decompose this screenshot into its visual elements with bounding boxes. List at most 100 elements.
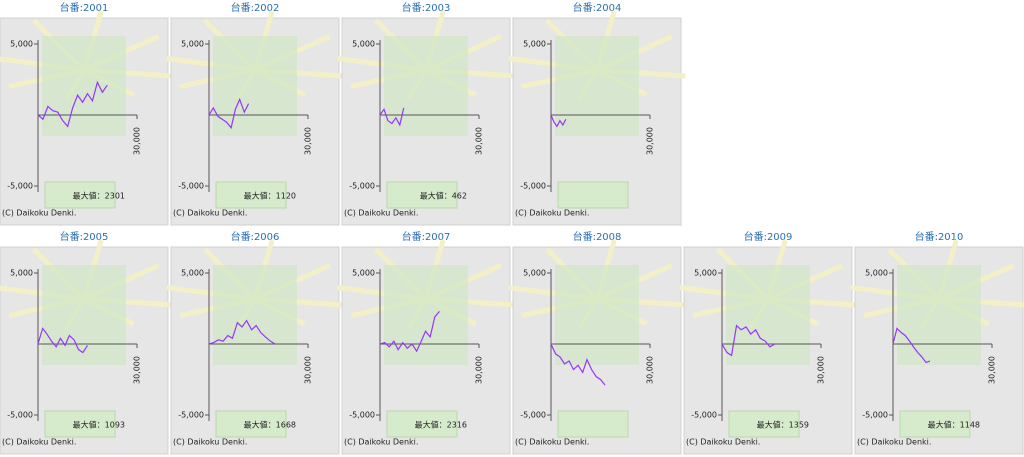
y-tick-label: 5,000 (181, 40, 204, 49)
data-line (208, 97, 250, 130)
decor-tray (44, 410, 116, 438)
y-tick-label: -5,000 (520, 182, 546, 191)
max-value-label: 最大値：1120 (244, 191, 296, 201)
chart-panel: 台番:2005 -5,000 5,000 30,000 最大値：1093 (C) Daik… (0, 230, 173, 455)
data-line (892, 327, 931, 364)
y-tick-label: 5,000 (694, 269, 717, 278)
y-tick-label: 5,000 (523, 40, 546, 49)
credit: (C) Daikoku Denki. (173, 209, 247, 218)
max-value-label: 最大値：1359 (757, 420, 809, 430)
y-tick-label: 5,000 (352, 40, 375, 49)
y-tick-label: -5,000 (178, 411, 204, 420)
x-tick-label: 30,000 (646, 356, 655, 384)
chart-title: 台番:2002 (231, 1, 280, 14)
credit: (C) Daikoku Denki. (2, 209, 76, 218)
y-tick-label: 5,000 (865, 269, 888, 278)
y-tick-label: 5,000 (181, 269, 204, 278)
credit: (C) Daikoku Denki. (515, 438, 589, 447)
data-line (379, 107, 405, 127)
y-tick-label: -5,000 (7, 411, 33, 420)
x-tick-label: 30,000 (133, 356, 142, 384)
chart-panel: 台番:2007 -5,000 5,000 30,000 最大値：2316 (C) Daik… (337, 230, 515, 455)
x-tick-label: 30,000 (475, 356, 484, 384)
y-tick-label: -5,000 (349, 182, 375, 191)
chart-title: 台番:2006 (231, 230, 280, 243)
data-line (721, 324, 776, 357)
decor-tray (728, 410, 800, 438)
data-line (550, 114, 567, 128)
chart-title: 台番:2007 (402, 230, 451, 243)
chart-panel: 台番:2003 -5,000 5,000 30,000 最大値：462(C) Daiko… (337, 1, 515, 226)
decor-tray (386, 410, 458, 438)
y-tick-label: 5,000 (10, 269, 33, 278)
chart-panel: 台番:2009 -5,000 5,000 30,000 最大値：1359 (C) Daik… (679, 230, 857, 455)
decor-tray (557, 410, 629, 438)
x-tick-label: 30,000 (304, 127, 313, 155)
chart-panel: 台番:2004 -5,000 5,000 30,000 (C) Daikoku Denk… (508, 1, 686, 226)
decor-machine (897, 265, 981, 365)
y-tick-label: -5,000 (691, 411, 717, 420)
chart-title: 台番:2003 (402, 1, 451, 14)
decor-tray (899, 410, 971, 438)
credit: (C) Daikoku Denki. (344, 209, 418, 218)
decor-tray (215, 181, 287, 209)
chart-title: 台番:2010 (915, 230, 964, 243)
credit: (C) Daikoku Denki. (857, 438, 931, 447)
decor-machine (42, 36, 126, 136)
chart-title: 台番:2005 (60, 230, 109, 243)
decor-machine (42, 265, 126, 365)
credit: (C) Daikoku Denki. (173, 438, 247, 447)
decor-machine (384, 36, 468, 136)
y-tick-label: -5,000 (520, 411, 546, 420)
y-tick-label: -5,000 (349, 411, 375, 420)
chart-title: 台番:2008 (573, 230, 622, 243)
chart-panel: 台番:2008 -5,000 5,000 30,000 (C) Daikoku Denk… (508, 230, 686, 455)
max-value-label: 最大値：1148 (928, 420, 980, 430)
credit: (C) Daikoku Denki. (2, 438, 76, 447)
data-line (379, 310, 440, 353)
data-line (550, 343, 606, 386)
decor-machine (555, 36, 639, 136)
chart-title: 台番:2004 (573, 1, 622, 14)
x-tick-label: 30,000 (133, 127, 142, 155)
chart-panel: 台番:2001 -5,000 5,000 30,000 最大値：2301 (C) Daik… (0, 1, 173, 226)
y-tick-label: 5,000 (10, 40, 33, 49)
chart-title: 台番:2009 (744, 230, 793, 243)
y-tick-label: -5,000 (178, 182, 204, 191)
decor-tray (386, 181, 458, 209)
chart-title: 台番:2001 (60, 1, 109, 14)
credit: (C) Daikoku Denki. (686, 438, 760, 447)
x-tick-label: 30,000 (817, 356, 826, 384)
x-tick-label: 30,000 (475, 127, 484, 155)
credit: (C) Daikoku Denki. (344, 438, 418, 447)
chart-panel: 台番:2006 -5,000 5,000 30,000 最大値：1668 (C) Daik… (166, 230, 344, 455)
max-value-label: 最大値：462 (420, 191, 467, 201)
max-value-label: 最大値：2301 (73, 191, 125, 201)
decor-machine (213, 36, 297, 136)
x-tick-label: 30,000 (646, 127, 655, 155)
decor-machine (726, 265, 810, 365)
x-tick-label: 30,000 (304, 356, 313, 384)
credit: (C) Daikoku Denki. (515, 209, 589, 218)
decor-tray (215, 410, 287, 438)
decor-tray (557, 181, 629, 209)
y-tick-label: -5,000 (7, 182, 33, 191)
y-tick-label: -5,000 (862, 411, 888, 420)
max-value-label: 最大値：1093 (73, 420, 125, 430)
max-value-label: 最大値：1668 (244, 420, 296, 430)
chart-panel: 台番:2002 -5,000 5,000 30,000 最大値：1120 (C) Daik… (166, 1, 344, 226)
y-tick-label: 5,000 (352, 269, 375, 278)
decor-tray (44, 181, 116, 209)
data-line (37, 327, 89, 354)
decor-machine (384, 265, 468, 365)
max-value-label: 最大値：2316 (415, 420, 467, 430)
y-tick-label: 5,000 (523, 269, 546, 278)
chart-panel: 台番:2010 -5,000 5,000 30,000 最大値：1148 (C) Daik… (850, 230, 1024, 455)
data-line (208, 319, 276, 345)
x-tick-label: 30,000 (988, 356, 997, 384)
decor-machine (555, 265, 639, 365)
decor-machine (213, 265, 297, 365)
data-line (37, 80, 108, 128)
